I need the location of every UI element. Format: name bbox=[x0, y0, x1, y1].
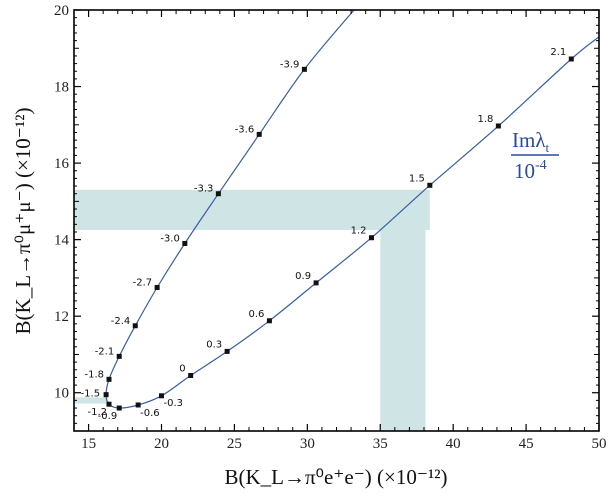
point-label: -3.3 bbox=[194, 184, 214, 195]
point-label: -0.6 bbox=[140, 408, 160, 419]
band-x-1 bbox=[380, 189, 426, 431]
data-point bbox=[224, 348, 230, 354]
x-tick-label: 40 bbox=[446, 436, 461, 452]
point-label: -1.5 bbox=[81, 389, 101, 400]
y-tick-label: 10 bbox=[54, 386, 69, 402]
data-point bbox=[266, 318, 272, 324]
data-point bbox=[116, 405, 122, 411]
y-tick-label: 16 bbox=[54, 156, 70, 172]
x-tick-label: 30 bbox=[300, 436, 315, 452]
point-label: 1.5 bbox=[409, 173, 425, 184]
x-tick-label: 35 bbox=[373, 436, 388, 452]
x-tick-label: 20 bbox=[154, 436, 169, 452]
x-tick-label: 50 bbox=[592, 436, 607, 452]
point-label: 0.3 bbox=[206, 339, 222, 350]
y-tick-label: 20 bbox=[54, 3, 69, 19]
band-y-2 bbox=[74, 397, 108, 404]
point-label: -2.4 bbox=[111, 316, 131, 327]
x-tick-label: 25 bbox=[227, 436, 242, 452]
y-tick-label: 12 bbox=[54, 309, 69, 325]
point-label: -3.6 bbox=[235, 124, 255, 135]
bands-layer bbox=[74, 189, 430, 431]
data-point bbox=[182, 240, 188, 246]
y-tick-label: 14 bbox=[54, 233, 70, 249]
data-point bbox=[301, 66, 307, 72]
points-layer bbox=[103, 56, 574, 411]
x-tick-label: 45 bbox=[519, 436, 534, 452]
labels-layer: -3.9 -3.6 -3.3 -3.0 -2.7 -2.4 -2.1 -1.8 -1.5 -1.2… bbox=[81, 47, 567, 422]
data-point bbox=[154, 284, 160, 290]
point-label: -3.9 bbox=[280, 59, 300, 70]
point-label: 1.2 bbox=[351, 226, 367, 237]
data-point bbox=[495, 123, 501, 129]
point-label: -1.8 bbox=[84, 369, 104, 380]
band-y-0 bbox=[74, 189, 430, 231]
y-tick-label: 18 bbox=[54, 80, 69, 96]
axes-layer: 15 20 25 30 35 40 45 50 10 12 14 16 18 20 bbox=[54, 3, 607, 452]
point-label: -2.1 bbox=[95, 346, 115, 357]
point-label: -2.7 bbox=[133, 277, 153, 288]
x-tick-label: 15 bbox=[81, 436, 96, 452]
point-label: -0.9 bbox=[98, 411, 118, 422]
point-label: 0.6 bbox=[249, 309, 265, 320]
data-point bbox=[256, 131, 262, 137]
point-label: -3.0 bbox=[160, 233, 180, 244]
point-label: -0.3 bbox=[164, 398, 184, 409]
data-point bbox=[159, 393, 164, 399]
data-point bbox=[568, 56, 574, 62]
y-axis-title: B(K_L→π⁰μ⁺μ⁻) (×10⁻¹²) bbox=[11, 108, 35, 335]
data-point bbox=[103, 392, 109, 398]
point-label: 2.1 bbox=[550, 47, 566, 58]
x-axis-title: B(K_L→π⁰e⁺e⁻) (×10⁻¹²) bbox=[224, 465, 447, 489]
data-point bbox=[106, 401, 112, 407]
annotation: Imλt 10-4 bbox=[511, 128, 559, 183]
data-point bbox=[188, 373, 194, 379]
data-point bbox=[369, 235, 374, 241]
data-point bbox=[313, 280, 319, 286]
data-point bbox=[132, 323, 138, 329]
point-label: 0.9 bbox=[295, 271, 311, 282]
data-point bbox=[106, 376, 112, 382]
annotation-numerator: Imλt bbox=[512, 128, 550, 155]
data-point bbox=[215, 191, 221, 197]
point-label: 0 bbox=[179, 364, 185, 375]
point-label: 1.8 bbox=[477, 114, 493, 125]
data-point bbox=[427, 182, 433, 188]
data-point bbox=[116, 353, 122, 359]
data-point bbox=[135, 402, 141, 408]
point-label: -1.2 bbox=[87, 407, 107, 418]
annotation-denominator: 10-4 bbox=[514, 158, 547, 183]
